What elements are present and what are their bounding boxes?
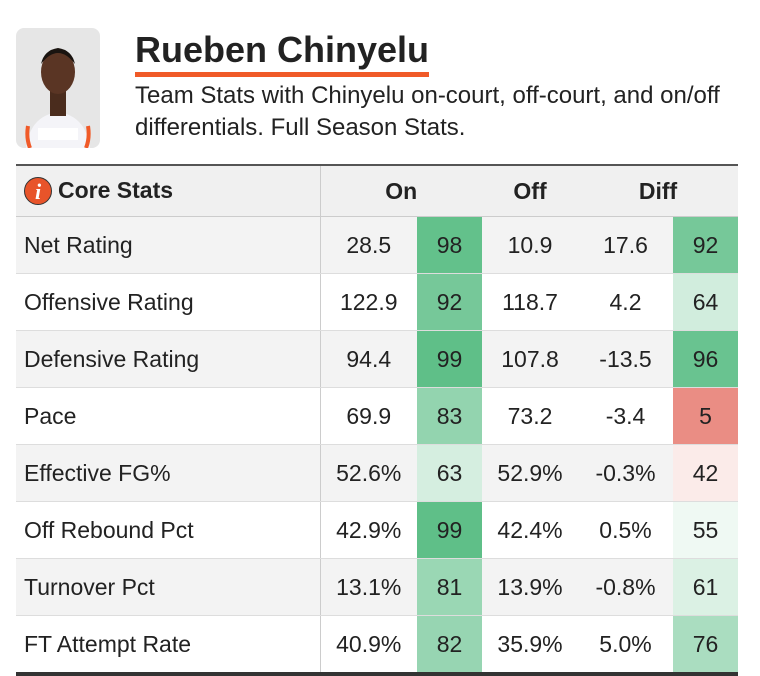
section-title: Core Stats (58, 176, 174, 203)
diff-value: 17.6 (578, 216, 674, 274)
on-percentile: 83 (417, 387, 483, 445)
stats-table: i Core Stats On Off Diff Net Rating 28.5 98… (16, 164, 739, 676)
diff-value: 4.2 (578, 273, 674, 331)
stat-row: Net Rating 28.5 98 10.9 17.6 92 (16, 216, 739, 274)
stat-label: Turnover Pct (16, 558, 320, 616)
on-value: 122.9 (319, 273, 417, 331)
diff-percentile: 61 (673, 558, 739, 616)
off-value: 10.9 (482, 216, 579, 274)
on-value: 40.9% (319, 615, 417, 675)
diff-value: -0.3% (578, 444, 674, 502)
off-value: 13.9% (482, 558, 579, 616)
stat-label: Effective FG% (16, 444, 320, 502)
column-header: Off (482, 165, 579, 217)
column-header: On (319, 165, 483, 217)
on-value: 13.1% (319, 558, 417, 616)
diff-value: 5.0% (578, 615, 674, 675)
stat-row: Turnover Pct 13.1% 81 13.9% -0.8% 61 (16, 558, 739, 616)
on-percentile: 63 (417, 444, 483, 502)
diff-percentile: 55 (673, 501, 739, 559)
stat-row: FT Attempt Rate 40.9% 82 35.9% 5.0% 76 (16, 615, 739, 675)
off-value: 107.8 (482, 330, 579, 388)
on-value: 52.6% (319, 444, 417, 502)
player-photo (16, 28, 100, 148)
title: Rueben Chinyelu (135, 28, 430, 77)
on-value: 69.9 (319, 387, 417, 445)
off-value: 42.4% (482, 501, 579, 559)
stat-row: Defensive Rating 94.4 99 107.8 -13.5 96 (16, 330, 739, 388)
column-header: Diff (578, 165, 739, 217)
diff-percentile: 5 (673, 387, 739, 445)
on-percentile: 99 (417, 330, 483, 388)
on-value: 42.9% (319, 501, 417, 559)
table-body: Net Rating 28.5 98 10.9 17.6 92 Offensive Rati… (16, 216, 739, 675)
diff-percentile: 76 (673, 615, 739, 675)
diff-percentile: 96 (673, 330, 739, 388)
header-row: i Core Stats On Off Diff (16, 165, 739, 217)
on-value: 28.5 (319, 216, 417, 274)
diff-percentile: 92 (673, 216, 739, 274)
stat-label: Net Rating (16, 216, 320, 274)
on-percentile: 98 (417, 216, 483, 274)
diff-percentile: 42 (673, 444, 739, 502)
on-percentile: 99 (417, 501, 483, 559)
stat-row: Pace 69.9 83 73.2 -3.4 5 (16, 387, 739, 445)
off-value: 52.9% (482, 444, 579, 502)
diff-value: -13.5 (578, 330, 674, 388)
diff-percentile: 64 (673, 273, 739, 331)
diff-value: -0.8% (578, 558, 674, 616)
stat-row: Off Rebound Pct 42.9% 99 42.4% 0.5% 55 (16, 501, 739, 559)
on-value: 94.4 (319, 330, 417, 388)
diff-value: 0.5% (578, 501, 674, 559)
on-percentile: 82 (417, 615, 483, 675)
diff-value: -3.4 (578, 387, 674, 445)
stat-label: Offensive Rating (16, 273, 320, 331)
off-value: 118.7 (482, 273, 579, 331)
stat-label: Defensive Rating (16, 330, 320, 388)
section-header: i Core Stats (16, 165, 320, 217)
on-percentile: 81 (417, 558, 483, 616)
stat-label: FT Attempt Rate (16, 615, 320, 675)
stat-row: Offensive Rating 122.9 92 118.7 4.2 64 (16, 273, 739, 331)
stat-label: Pace (16, 387, 320, 445)
subtitle: Team Stats with Chinyelu on-court, off-c… (135, 82, 720, 141)
off-value: 73.2 (482, 387, 579, 445)
off-value: 35.9% (482, 615, 579, 675)
stat-label: Off Rebound Pct (16, 501, 320, 559)
stat-row: Effective FG% 52.6% 63 52.9% -0.3% 42 (16, 444, 739, 502)
on-percentile: 92 (417, 273, 483, 331)
info-icon[interactable]: i (24, 177, 52, 206)
